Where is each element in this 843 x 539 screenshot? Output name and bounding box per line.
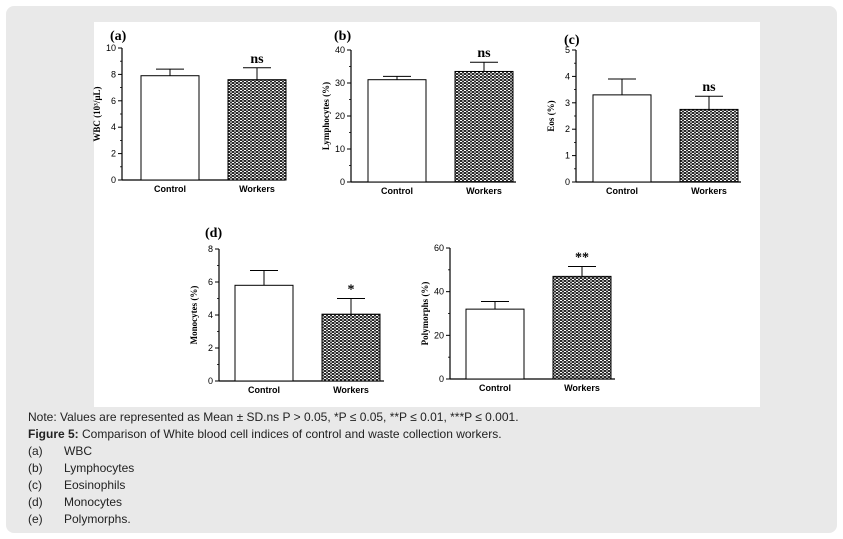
x-tick-label: Control — [381, 186, 413, 196]
x-tick-label: Control — [606, 186, 638, 196]
significance-label: ns — [250, 52, 264, 67]
legend-key: (e) — [28, 512, 43, 526]
bar-control — [140, 75, 200, 181]
legend-item: (d) Monocytes — [28, 494, 808, 511]
y-axis-label: Lymphocytes (%) — [321, 82, 331, 150]
y-tick-label: 5 — [565, 45, 570, 55]
note-text: Note: Values are represented as Mean ± S… — [28, 410, 519, 424]
y-tick-label: 4 — [208, 310, 213, 320]
y-axis-label: Eos (%) — [546, 100, 556, 131]
y-tick-label: 2 — [208, 343, 213, 353]
bar-control — [465, 308, 525, 380]
x-tick-label: Control — [479, 383, 511, 393]
legend-item: (a) WBC — [28, 443, 808, 460]
y-tick-label: 40 — [434, 287, 444, 297]
significance-label: ** — [575, 251, 589, 266]
bar-workers — [321, 313, 381, 382]
y-axis-label: Monocytes (%) — [189, 286, 199, 345]
chart-a: 0 2 4 6 8 10 WBC (10³/µL) Control Workers ns (a) — [92, 29, 287, 194]
chart-e: 0 20 40 60 Polymorphs (%) Control Workers ** — [420, 243, 615, 393]
y-tick-label: 20 — [434, 330, 444, 340]
legend-text: Monocytes — [64, 495, 123, 509]
legend-key: (a) — [28, 444, 43, 458]
x-tick-label: Control — [154, 184, 186, 194]
legend-item: (c) Eosinophils — [28, 477, 808, 494]
x-tick-label: Workers — [239, 184, 275, 194]
y-tick-label: 6 — [208, 277, 213, 287]
y-tick-label: 1 — [565, 151, 570, 161]
chart-d: 0 2 4 6 8 Monocytes (%) Control Workers * (d) — [189, 226, 384, 395]
legend-key: (b) — [28, 461, 43, 475]
bar-workers — [552, 275, 612, 380]
figure-panel — [94, 22, 760, 407]
caption-label: Figure 5: — [28, 427, 79, 441]
y-tick-label: 10 — [106, 43, 116, 53]
significance-label: ns — [477, 46, 491, 61]
significance-label: ns — [702, 80, 716, 95]
y-tick-label: 0 — [439, 374, 444, 384]
y-tick-label: 10 — [335, 144, 345, 154]
y-tick-label: 4 — [565, 71, 570, 81]
y-axis-label: Polymorphs (%) — [420, 282, 430, 346]
y-tick-label: 0 — [565, 177, 570, 187]
panel-label: (a) — [110, 29, 127, 44]
x-tick-label: Workers — [691, 186, 727, 196]
bar-control — [234, 284, 294, 382]
significance-label: * — [348, 283, 355, 298]
legend-item: (e) Polymorphs. — [28, 511, 808, 528]
bar-workers — [679, 108, 739, 183]
legend-key: (c) — [28, 478, 42, 492]
figure-caption: Figure 5: Comparison of White blood cell… — [28, 426, 808, 443]
x-tick-label: Workers — [333, 385, 369, 395]
caption-text: Comparison of White blood cell indices o… — [78, 427, 502, 441]
panel-label: (d) — [205, 226, 222, 241]
y-tick-label: 8 — [111, 69, 116, 79]
bar-control — [367, 79, 427, 183]
legend-text: Polymorphs. — [64, 512, 131, 526]
y-tick-label: 3 — [565, 98, 570, 108]
y-tick-label: 8 — [208, 244, 213, 254]
y-tick-label: 20 — [335, 111, 345, 121]
bar-control — [592, 94, 652, 183]
chart-c: 0 1 2 3 4 5 Eos (%) Control Workers ns (c) — [546, 33, 741, 196]
legend-text: Lymphocytes — [64, 461, 135, 475]
y-tick-label: 40 — [335, 45, 345, 55]
x-tick-label: Workers — [564, 383, 600, 393]
y-tick-label: 2 — [111, 149, 116, 159]
figure-notes: Note: Values are represented as Mean ± S… — [28, 409, 808, 528]
x-tick-label: Control — [248, 385, 280, 395]
panel-label: (c) — [564, 33, 580, 48]
panel-label: (b) — [334, 29, 351, 44]
y-tick-label: 30 — [335, 78, 345, 88]
y-tick-label: 2 — [565, 124, 570, 134]
bar-workers — [454, 70, 514, 183]
y-tick-label: 0 — [111, 175, 116, 185]
chart-b: 0 10 20 30 40 Lymphocytes (%) Control Workers ns… — [321, 29, 516, 196]
y-tick-label: 60 — [434, 243, 444, 253]
legend-item: (b) Lymphocytes — [28, 460, 808, 477]
y-tick-label: 6 — [111, 96, 116, 106]
legend-key: (d) — [28, 495, 43, 509]
legend-text: WBC — [64, 444, 92, 458]
y-tick-label: 0 — [340, 177, 345, 187]
bar-workers — [227, 79, 287, 181]
legend-text: Eosinophils — [64, 478, 126, 492]
y-tick-label: 4 — [111, 122, 116, 132]
x-tick-label: Workers — [466, 186, 502, 196]
y-axis-label: WBC (10³/µL) — [92, 86, 102, 141]
y-tick-label: 0 — [208, 376, 213, 386]
